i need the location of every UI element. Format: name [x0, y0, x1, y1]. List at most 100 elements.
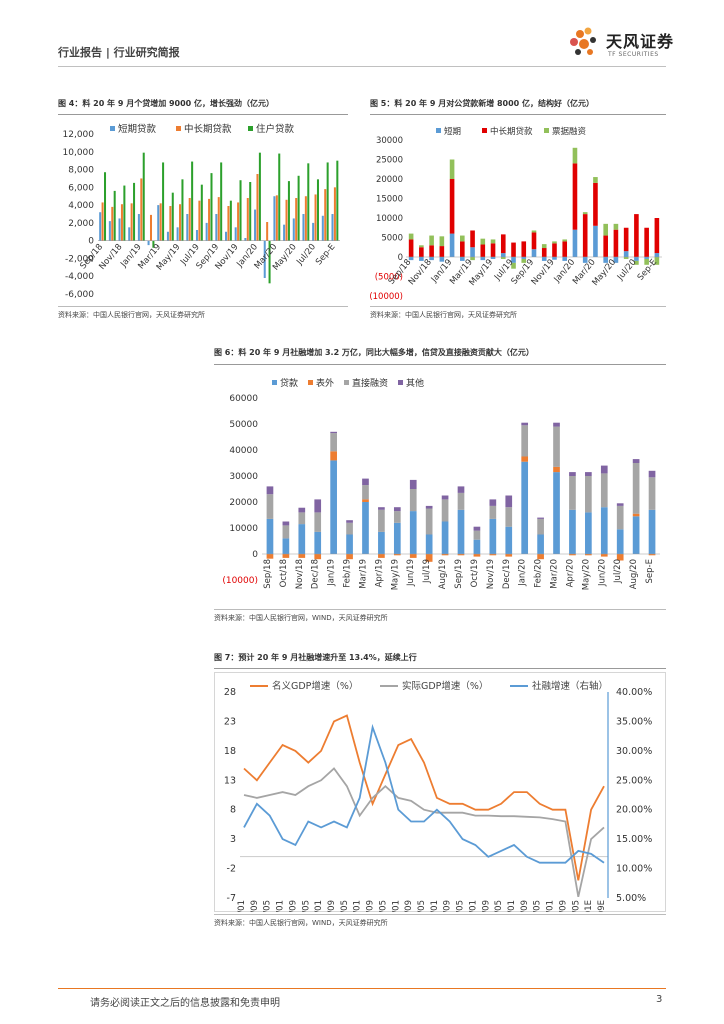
fig4-bar	[123, 185, 126, 241]
fig6-bar-segment	[362, 478, 369, 486]
fig7-xtick-label: 2008/05	[340, 900, 350, 912]
fig6-xtick-label: Jan/19	[327, 559, 337, 587]
fig4-bar	[157, 205, 160, 241]
fig7-ytick-left: -2	[227, 864, 236, 875]
fig6-bar-segment	[616, 554, 624, 561]
fig7-xtick-label: 2009/09	[366, 900, 376, 912]
page-number: 3	[656, 994, 663, 1005]
fig7-xtick-label: 2007/09	[327, 900, 337, 912]
fig6-bar-segment	[505, 495, 513, 508]
fig5-bar-segment	[593, 182, 598, 226]
fig6-bar-segment	[473, 530, 481, 540]
fig6-ytick-label: 10000	[229, 524, 258, 534]
fig5-ytick-label: 20000	[376, 175, 403, 185]
fig7-xtick-label: 2017/01	[507, 900, 517, 912]
fig4-bar	[234, 227, 237, 241]
fig4-ytick-label: 4,000	[68, 201, 94, 211]
fig5-bar-segment	[511, 257, 516, 263]
fig6-bar-segment	[457, 486, 465, 493]
fig5-bar-segment	[552, 241, 557, 244]
fig6-bar-segment	[393, 511, 401, 523]
fig4-bar	[220, 162, 223, 241]
fig7-ytick-right: 20.00%	[616, 805, 652, 816]
fig5-bar-segment	[613, 223, 619, 230]
footer-disclaimer: 请务必阅读正文之后的信息披露和免责申明	[90, 998, 280, 1009]
fig5-bar-segment	[603, 257, 608, 263]
fig6-legend-label: 贷款	[280, 377, 298, 389]
fig5-ytick-label: 25000	[376, 156, 403, 166]
fig6-bar-segment	[553, 426, 560, 467]
figure-4-src-rule	[58, 306, 348, 307]
fig4-bar	[237, 202, 240, 241]
fig4-bar	[302, 214, 305, 241]
fig6-xtick-label: May/20	[581, 559, 591, 590]
fig7-xtick-label: 2012/05	[417, 900, 427, 912]
figure-7-title: 图 7：预计 20 年 9 月社融增速升至 13.4%，延续上行	[214, 653, 417, 662]
fig6-bar-segment	[266, 486, 274, 495]
report-header-label: 行业报告 | 行业研究简报	[58, 46, 180, 59]
fig4-bar	[331, 214, 334, 241]
fig4-bar	[314, 194, 317, 241]
fig4-bar	[275, 195, 278, 241]
fig4-bar	[283, 224, 286, 241]
fig4-bar	[210, 173, 213, 241]
fig5-ytick-label: (5000)	[375, 273, 403, 283]
fig7-xtick-label: 2007/01	[314, 900, 324, 912]
figure-7-rule	[214, 668, 666, 669]
fig5-bar-segment	[500, 234, 506, 254]
fig4-bar	[133, 182, 136, 241]
fig4-bar	[215, 214, 218, 241]
fig6-bar-segment	[505, 554, 513, 557]
fig5-legend-label: 短期	[444, 126, 461, 137]
fig7-xtick-label: 2018/05	[533, 900, 543, 912]
figure-6-rule	[214, 364, 666, 365]
fig5-xtick-label: Sep-E	[636, 258, 659, 283]
fig7-xtick-label: 2006/05	[301, 900, 311, 912]
fig4-bar	[118, 218, 121, 241]
fig4-bar	[254, 209, 257, 241]
fig7-ytick-right: 30.00%	[616, 746, 652, 757]
fig6-xtick-label: Oct/19	[470, 559, 480, 587]
fig6-xtick-label: Nov/19	[486, 559, 496, 589]
fig7-ytick-right: 5.00%	[616, 893, 646, 904]
fig4-bar	[304, 196, 307, 241]
fig5-bar-segment	[521, 258, 527, 263]
fig5-bar-segment	[562, 257, 568, 261]
fig6-bar-segment	[393, 507, 401, 512]
fig5-bar-segment	[593, 225, 598, 257]
figure-5-src-rule	[370, 306, 666, 307]
fig4-ytick-label: 6,000	[68, 183, 94, 193]
fig7-xtick-label: 2019/01	[546, 900, 556, 912]
fig6-ytick-label: 40000	[229, 446, 258, 456]
fig5-ytick-label: (10000)	[370, 292, 403, 302]
fig6-bar-segment	[457, 509, 465, 554]
fig7-ytick-left: -7	[227, 893, 236, 904]
fig6-bar-segment	[362, 485, 369, 500]
fig4-bar	[113, 190, 116, 241]
fig5-legend-swatch	[544, 128, 549, 133]
figure-4-rule	[58, 114, 348, 115]
fig6-bar-segment	[457, 492, 465, 510]
fig5-bar-segment	[521, 257, 527, 259]
fig5-bar-segment	[603, 235, 608, 257]
fig5-bar-segment	[531, 230, 537, 233]
fig5-bar-segment	[552, 243, 557, 257]
fig6-bar-segment	[298, 507, 306, 513]
fig6-bar-segment	[537, 554, 544, 560]
fig6-ytick-label: 60000	[229, 394, 258, 404]
fig6-bar-segment	[585, 472, 592, 476]
fig6-bar-segment	[298, 554, 306, 558]
fig4-xtick-label: Sep-E	[314, 242, 337, 267]
fig5-bar-segment	[490, 243, 496, 257]
fig5-bar-segment	[634, 260, 639, 265]
fig6-xtick-label: Sep/19	[454, 559, 464, 589]
fig7-xtick-label: 2017/09	[520, 900, 530, 912]
fig4-bar	[263, 240, 266, 278]
fig5-bar-segment	[460, 235, 465, 242]
fig6-xtick-label: Feb/20	[534, 559, 544, 588]
fig5-bar-segment	[408, 239, 414, 257]
fig4-ytick-label: 10,000	[63, 148, 95, 158]
fig4-ytick-label: 0	[88, 237, 94, 247]
fig5-bar-segment	[449, 159, 455, 179]
fig6-bar-segment	[346, 522, 353, 535]
